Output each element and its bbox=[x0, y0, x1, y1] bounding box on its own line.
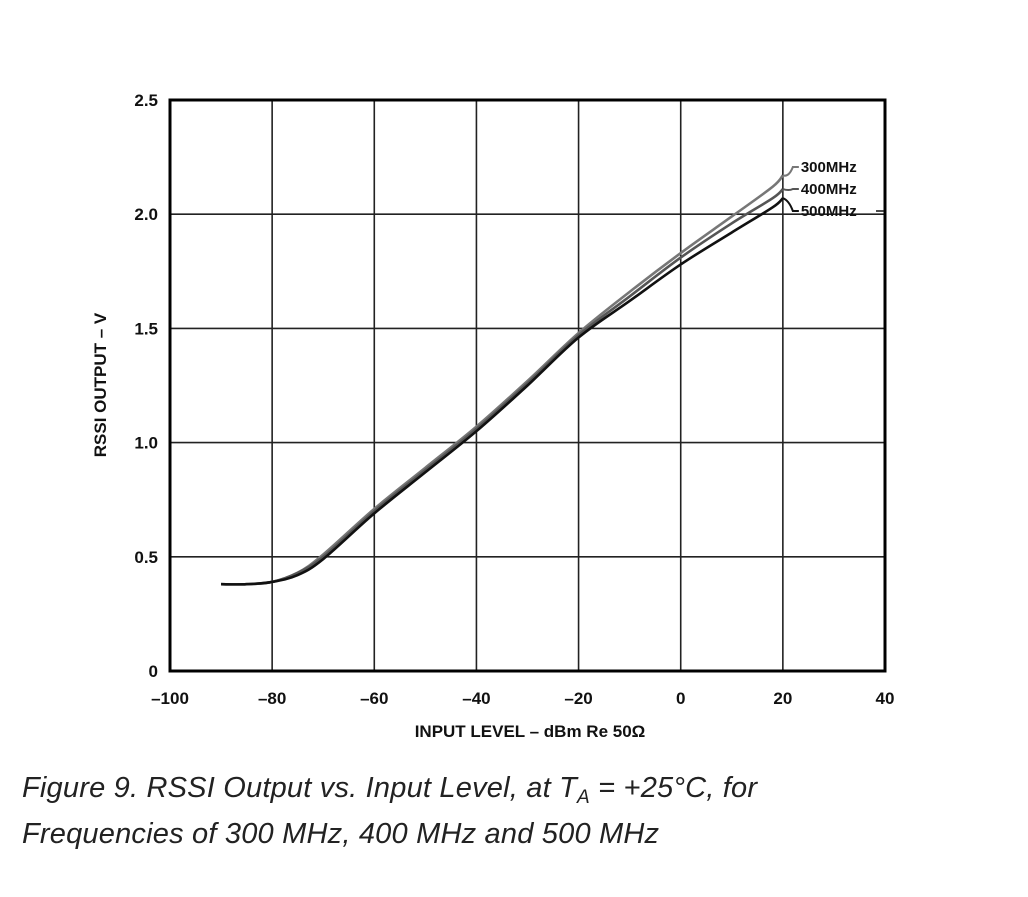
legend-label-300mhz: 300MHz bbox=[801, 159, 857, 176]
y-tick-labels: 0 0.5 1.0 1.5 2.0 2.5 bbox=[134, 91, 158, 681]
series-line-300mhz bbox=[221, 174, 784, 586]
caption-text: = +25°C, for bbox=[589, 772, 758, 804]
figure-caption: Figure 9. RSSI Output vs. Input Level, a… bbox=[22, 770, 757, 852]
grid bbox=[170, 100, 885, 671]
y-tick-label: 0.5 bbox=[134, 548, 158, 567]
x-tick-label: –40 bbox=[462, 689, 490, 708]
x-tick-label: –60 bbox=[360, 689, 388, 708]
series-line-500mhz bbox=[221, 197, 784, 586]
x-tick-label: 40 bbox=[876, 689, 895, 708]
rssi-chart: –100 –80 –60 –40 –20 0 20 40 0 0.5 1.0 1.5 2.0 2.5 3… bbox=[91, 91, 894, 741]
legend-label-500mhz: 500MHz bbox=[801, 203, 857, 220]
x-tick-labels: –100 –80 –60 –40 –20 0 20 40 bbox=[151, 689, 894, 708]
caption-subscript: A bbox=[577, 787, 590, 808]
series-line-400mhz bbox=[221, 188, 784, 586]
x-tick-label: 0 bbox=[676, 689, 685, 708]
y-tick-label: 2.5 bbox=[134, 91, 158, 110]
x-axis-title: INPUT LEVEL – dBm Re 50Ω bbox=[415, 722, 646, 741]
series-group bbox=[221, 174, 784, 586]
x-tick-label: –20 bbox=[564, 689, 592, 708]
caption-line-1: Figure 9. RSSI Output vs. Input Level, a… bbox=[22, 770, 757, 816]
caption-line-2: Frequencies of 300 MHz, 400 MHz and 500 … bbox=[22, 818, 660, 850]
plot-frame bbox=[168, 98, 887, 673]
y-tick-label: 2.0 bbox=[134, 205, 158, 224]
legend-leader-line bbox=[782, 166, 799, 177]
x-tick-label: 20 bbox=[773, 689, 792, 708]
y-tick-label: 1.0 bbox=[134, 434, 158, 453]
y-tick-label: 0 bbox=[149, 662, 158, 681]
x-tick-label: –80 bbox=[258, 689, 286, 708]
legend: 300MHz 400MHz 500MHz bbox=[782, 159, 884, 220]
legend-label-400mhz: 400MHz bbox=[801, 181, 857, 198]
y-tick-label: 1.5 bbox=[134, 319, 158, 338]
caption-text: Figure 9. RSSI Output vs. Input Level, a… bbox=[22, 772, 578, 804]
legend-leader-line bbox=[782, 197, 799, 212]
legend-leader-line bbox=[782, 188, 799, 192]
x-tick-label: –100 bbox=[151, 689, 189, 708]
y-axis-title: RSSI OUTPUT – V bbox=[91, 312, 110, 457]
